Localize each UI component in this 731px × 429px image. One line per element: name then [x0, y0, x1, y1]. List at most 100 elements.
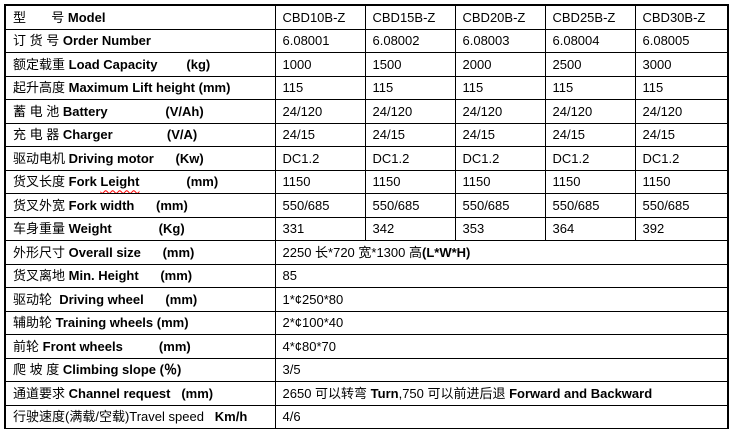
spec-label-cell: 驱动电机 Driving motor (Kw) — [4, 146, 276, 171]
table-row: 充 电 器 Charger (V/A) 24/15 24/15 24/15 24/15 2… — [4, 122, 729, 147]
spec-span-value-cell: 1*¢250*80 — [274, 287, 729, 312]
label-zh-text: 货叉离地 — [13, 268, 69, 284]
table-row: 辅助轮 Training wheels (mm) 2*¢100*40 — [4, 310, 729, 335]
label-zh-text: 货叉长度 — [13, 174, 69, 190]
spec-label-cell: 通道要求 Channel request (mm) — [4, 381, 276, 406]
spec-value-cell: 24/120 — [634, 99, 729, 124]
spec-value-cell: DC1.2 — [364, 146, 456, 171]
spec-value-cell: 353 — [454, 216, 546, 241]
label-zh-text: 辅助轮 — [13, 315, 56, 331]
spec-value-cell: 364 — [544, 216, 636, 241]
label-zh-text: 额定载重 — [13, 56, 69, 72]
spec-value-cell: 24/15 — [274, 122, 366, 147]
label-unit-text: (mm) — [153, 315, 189, 331]
spec-value-cell: DC1.2 — [544, 146, 636, 171]
label-en-text: Min. Height — [68, 268, 139, 284]
spec-value-cell: 1150 — [364, 169, 456, 194]
spec-value-cell: 115 — [544, 75, 636, 100]
label-en-text: Training wheels — [55, 315, 154, 331]
spec-value-cell: CBD20B-Z — [454, 4, 546, 30]
spec-value-cell: 1150 — [544, 169, 636, 194]
table-row: 订 货 号 Order Number 6.08001 6.08002 6.08003 6… — [4, 28, 729, 53]
label-unit-text: (mm) — [134, 197, 188, 213]
label-en-text: Order Number — [62, 33, 151, 49]
label-zh-text: 型 号 — [13, 9, 68, 25]
value-part: 4/6 — [282, 409, 301, 425]
spec-label-cell: 外形尺寸 Overall size (mm) — [4, 240, 276, 265]
value-part: ,750 可以前进后退 — [398, 385, 510, 401]
label-en-text: Channel request — [68, 385, 171, 401]
spec-label-cell: 充 电 器 Charger (V/A) — [4, 122, 276, 147]
label-zh-text: 充 电 器 — [13, 127, 63, 143]
table-row: 行驶速度(满载/空载)Travel speed Km/h 4/6 — [4, 404, 729, 429]
spec-value-cell: 1000 — [274, 52, 366, 77]
table-row: 型 号 Model CBD10B-Z CBD15B-Z CBD20B-Z CBD25B-… — [4, 4, 729, 30]
label-zh-text: 行驶速度(满载/空载)Travel speed — [13, 409, 204, 425]
spec-label-cell: 爬 坡 度 Climbing slope (％) — [4, 357, 276, 382]
value-part: 2*¢100*40 — [282, 315, 344, 331]
label-en-text: Battery — [62, 103, 108, 119]
label-unit-text: (mm) — [138, 268, 193, 284]
label-zh-text: 前轮 — [13, 338, 43, 354]
spec-value-cell: 24/120 — [544, 99, 636, 124]
value-part: Forward and Backward — [509, 385, 653, 401]
spec-value-cell: 550/685 — [634, 193, 729, 218]
label-zh-text: 货叉外宽 — [13, 197, 69, 213]
label-unit-text: (mm) — [140, 244, 195, 260]
spec-span-value-cell: 85 — [274, 263, 729, 288]
spec-table: 型 号 Model CBD10B-Z CBD15B-Z CBD20B-Z CBD25B-… — [4, 4, 729, 429]
spec-value-cell: 1150 — [634, 169, 729, 194]
value-part: 2250 长*720 宽*1300 高 — [282, 244, 422, 260]
table-row: 外形尺寸 Overall size (mm) 2250 长*720 宽*1300 … — [4, 240, 729, 265]
label-en-text: Fork — [68, 174, 101, 190]
value-part: Turn — [370, 385, 399, 401]
table-row: 爬 坡 度 Climbing slope (％) 3/5 — [4, 357, 729, 382]
spec-span-value-cell: 2650 可以转弯 Turn,750 可以前进后退 Forward and Ba… — [274, 381, 729, 406]
label-zh-text: 外形尺寸 — [13, 244, 69, 260]
spec-value-cell: CBD25B-Z — [544, 4, 636, 30]
label-unit-text: Km/h — [203, 409, 248, 425]
label-zh-text: 驱动电机 — [13, 150, 69, 166]
label-zh-text: 通道要求 — [13, 385, 69, 401]
spec-value-cell: CBD30B-Z — [634, 4, 729, 30]
label-en-text: Fork width — [68, 197, 135, 213]
spec-span-value-cell: 2250 长*720 宽*1300 高(L*W*H) — [274, 240, 729, 265]
label-unit-text: (mm) — [170, 385, 214, 401]
label-unit-text: (mm) — [143, 291, 198, 307]
label-unit-text: (mm) — [195, 80, 231, 96]
spec-span-value-cell: 4*¢80*70 — [274, 334, 729, 359]
table-row: 货叉长度 Fork Leight (mm) 1150 1150 1150 1150 115… — [4, 169, 729, 194]
spec-value-cell: 24/120 — [454, 99, 546, 124]
spec-value-cell: CBD10B-Z — [274, 4, 366, 30]
table-row: 额定载重 Load Capacity (kg) 1000 1500 2000 2500 3… — [4, 52, 729, 77]
value-part: 2650 可以转弯 — [282, 385, 371, 401]
spec-value-cell: 115 — [454, 75, 546, 100]
spec-value-cell: 331 — [274, 216, 366, 241]
spec-value-cell: 1500 — [364, 52, 456, 77]
spec-label-cell: 货叉外宽 Fork width (mm) — [4, 193, 276, 218]
table-row: 货叉离地 Min. Height (mm) 85 — [4, 263, 729, 288]
spec-label-cell: 车身重量 Weight (Kg) — [4, 216, 276, 241]
spec-value-cell: 24/120 — [364, 99, 456, 124]
spec-value-cell: 550/685 — [274, 193, 366, 218]
table-row: 起升高度 Maximum Lift height (mm) 115 115 115 11… — [4, 75, 729, 100]
label-zh-text: 驱动轮 — [13, 291, 60, 307]
spec-value-cell: 24/15 — [544, 122, 636, 147]
spec-value-cell: 6.08003 — [454, 28, 546, 53]
spec-span-value-cell: 3/5 — [274, 357, 729, 382]
label-en-text: Driving motor — [68, 150, 154, 166]
spec-value-cell: DC1.2 — [634, 146, 729, 171]
table-row: 驱动轮 Driving wheel (mm) 1*¢250*80 — [4, 287, 729, 312]
spec-value-cell: 1150 — [274, 169, 366, 194]
spec-label-cell: 订 货 号 Order Number — [4, 28, 276, 53]
spec-value-cell: 24/15 — [454, 122, 546, 147]
label-unit-text: (V/Ah) — [107, 103, 204, 119]
label-unit-text: (V/A) — [112, 127, 198, 143]
table-row: 车身重量 Weight (Kg) 331 342 353 364 392 — [4, 216, 729, 241]
label-en-text: Front wheels — [42, 338, 123, 354]
label-unit-text: (mm) — [122, 338, 191, 354]
value-part: 85 — [282, 268, 297, 284]
spec-value-cell: 2500 — [544, 52, 636, 77]
spec-label-cell: 型 号 Model — [4, 4, 276, 30]
value-part: (L*W*H) — [421, 244, 471, 260]
